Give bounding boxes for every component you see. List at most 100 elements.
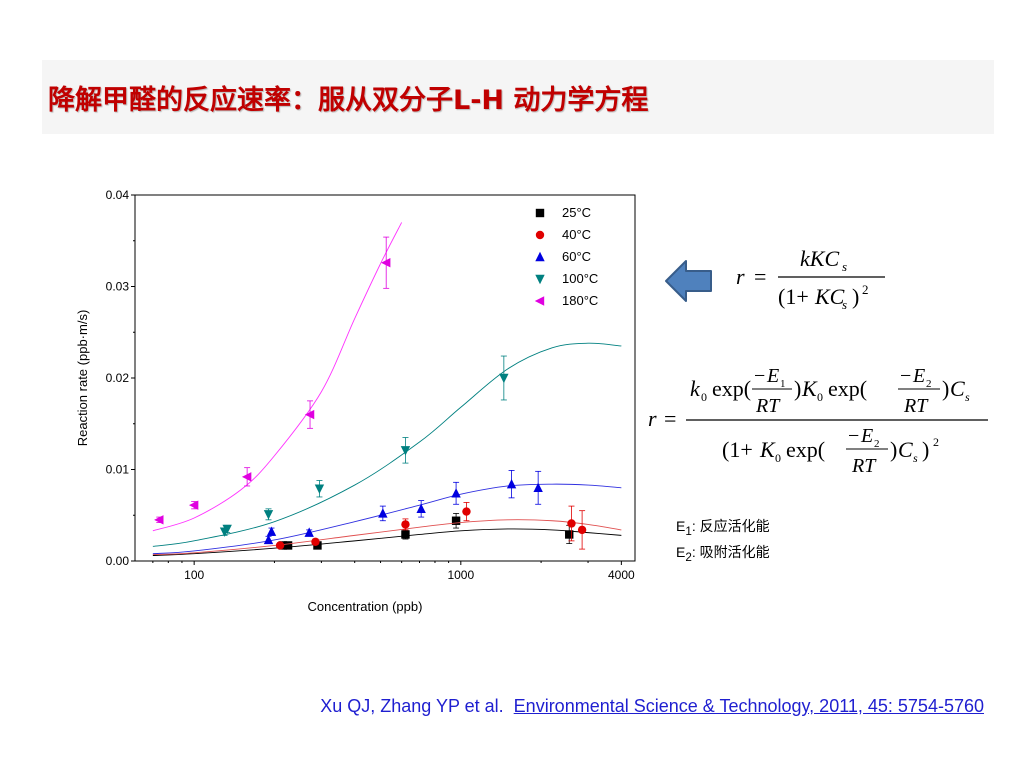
title-bar bbox=[42, 60, 994, 134]
svg-text:E: E bbox=[860, 425, 873, 447]
legend-marker bbox=[534, 296, 545, 306]
data-point bbox=[401, 530, 410, 539]
fit-curve bbox=[152, 222, 403, 532]
data-point bbox=[380, 258, 391, 268]
svg-text:RT: RT bbox=[903, 395, 929, 417]
data-point bbox=[266, 526, 277, 536]
citation: Xu QJ, Zhang YP et al. Environmental Scie… bbox=[320, 696, 984, 717]
svg-text:=: = bbox=[664, 406, 676, 431]
svg-text:(1+: (1+ bbox=[778, 284, 809, 309]
equation-full: r = k 0 exp( − E 1 RT ) K 0 exp( − E 2 R… bbox=[646, 362, 992, 482]
svg-text:r: r bbox=[736, 264, 745, 289]
legend-label: 100°C bbox=[562, 271, 598, 286]
svg-text:RT: RT bbox=[755, 395, 781, 417]
data-point bbox=[314, 484, 325, 494]
activation-energy-legend: E1: 反应活化能 E2: 吸附活化能 bbox=[676, 516, 770, 568]
data-point bbox=[222, 524, 232, 535]
svg-text:): ) bbox=[852, 284, 859, 309]
legend-label: 60°C bbox=[562, 249, 591, 264]
data-point bbox=[154, 515, 164, 525]
svg-text:s: s bbox=[842, 259, 847, 274]
data-point bbox=[188, 500, 199, 510]
data-point bbox=[401, 520, 410, 529]
svg-text:2: 2 bbox=[926, 378, 932, 390]
legend-label: 180°C bbox=[562, 293, 598, 308]
x-tick-label: 100 bbox=[184, 568, 204, 582]
svg-text:=: = bbox=[754, 264, 766, 289]
data-point bbox=[263, 510, 274, 520]
data-point bbox=[416, 503, 426, 514]
legend-marker bbox=[535, 274, 545, 285]
data-point bbox=[567, 519, 576, 528]
slide-title: 降解甲醛的反应速率：服从双分子L-H 动力学方程 bbox=[48, 85, 649, 116]
legend-marker bbox=[535, 251, 545, 262]
svg-text:KC: KC bbox=[814, 284, 845, 309]
data-point bbox=[378, 508, 388, 518]
data-point bbox=[565, 530, 574, 539]
svg-text:2: 2 bbox=[933, 435, 939, 449]
data-point bbox=[283, 541, 293, 550]
e2-definition: E2: 吸附活化能 bbox=[676, 543, 770, 564]
svg-text:−: − bbox=[754, 365, 765, 387]
svg-text:exp(: exp( bbox=[786, 437, 825, 462]
data-point bbox=[311, 537, 320, 546]
data-point bbox=[533, 482, 543, 492]
fit-curve bbox=[152, 342, 622, 547]
svg-text:0: 0 bbox=[817, 390, 823, 404]
citation-authors: Xu QJ, Zhang YP et al. bbox=[320, 696, 504, 716]
legend-marker bbox=[535, 230, 545, 240]
svg-text:1: 1 bbox=[780, 378, 786, 390]
e1-definition: E1: 反应活化能 bbox=[676, 518, 770, 538]
data-point bbox=[275, 541, 285, 550]
y-tick-label: 0.00 bbox=[106, 554, 130, 568]
legend-label: 40°C bbox=[562, 227, 591, 242]
y-tick-label: 0.03 bbox=[106, 280, 130, 294]
fit-curve bbox=[152, 483, 622, 555]
svg-text:−: − bbox=[848, 425, 859, 447]
svg-text:s: s bbox=[913, 451, 918, 465]
data-point bbox=[499, 373, 509, 384]
legend-label: 25°C bbox=[562, 205, 591, 220]
svg-text:exp(: exp( bbox=[828, 376, 867, 401]
data-point bbox=[577, 525, 587, 535]
x-tick-label: 1000 bbox=[447, 568, 474, 582]
legend-marker bbox=[535, 208, 545, 218]
data-point bbox=[451, 516, 461, 525]
svg-text:(1+: (1+ bbox=[722, 437, 753, 462]
citation-link[interactable]: Environmental Science & Technology, 2011… bbox=[513, 696, 984, 716]
data-point bbox=[400, 446, 411, 456]
svg-text:2: 2 bbox=[862, 282, 869, 297]
svg-text:E: E bbox=[912, 365, 925, 387]
data-point bbox=[304, 409, 315, 420]
y-tick-label: 0.02 bbox=[106, 371, 130, 385]
svg-text:0: 0 bbox=[701, 390, 707, 404]
x-tick-label: 4000 bbox=[608, 568, 635, 582]
data-point bbox=[506, 478, 517, 489]
svg-text:): ) bbox=[890, 437, 897, 462]
y-axis-label: Reaction rate (ppb·m/s) bbox=[75, 310, 90, 447]
svg-text:C: C bbox=[898, 437, 913, 462]
svg-text:K: K bbox=[759, 437, 776, 462]
y-tick-label: 0.01 bbox=[106, 463, 130, 477]
data-point bbox=[263, 534, 274, 545]
svg-text:s: s bbox=[965, 390, 970, 404]
svg-text:−: − bbox=[900, 365, 911, 387]
x-axis-label: Concentration (ppb) bbox=[308, 599, 423, 614]
svg-text:RT: RT bbox=[851, 455, 877, 477]
data-point bbox=[462, 507, 471, 516]
data-point bbox=[304, 527, 314, 537]
left-arrow-icon bbox=[665, 260, 712, 302]
svg-text:k: k bbox=[690, 376, 701, 401]
svg-text:r: r bbox=[648, 406, 657, 431]
svg-text:E: E bbox=[766, 365, 779, 387]
data-point bbox=[241, 472, 252, 482]
reaction-rate-chart: 0.00 0.01 0.02 0.03 0.04 100 1000 4000 Concentra… bbox=[75, 188, 636, 614]
svg-text:0: 0 bbox=[775, 451, 781, 465]
svg-text:): ) bbox=[794, 376, 801, 401]
svg-text:): ) bbox=[942, 376, 949, 401]
data-point bbox=[451, 488, 461, 498]
svg-text:K: K bbox=[801, 376, 818, 401]
equation-simple: r = kKC s (1+ KC s ) 2 bbox=[730, 242, 900, 312]
svg-text:s: s bbox=[842, 297, 847, 312]
svg-text:): ) bbox=[922, 437, 929, 462]
